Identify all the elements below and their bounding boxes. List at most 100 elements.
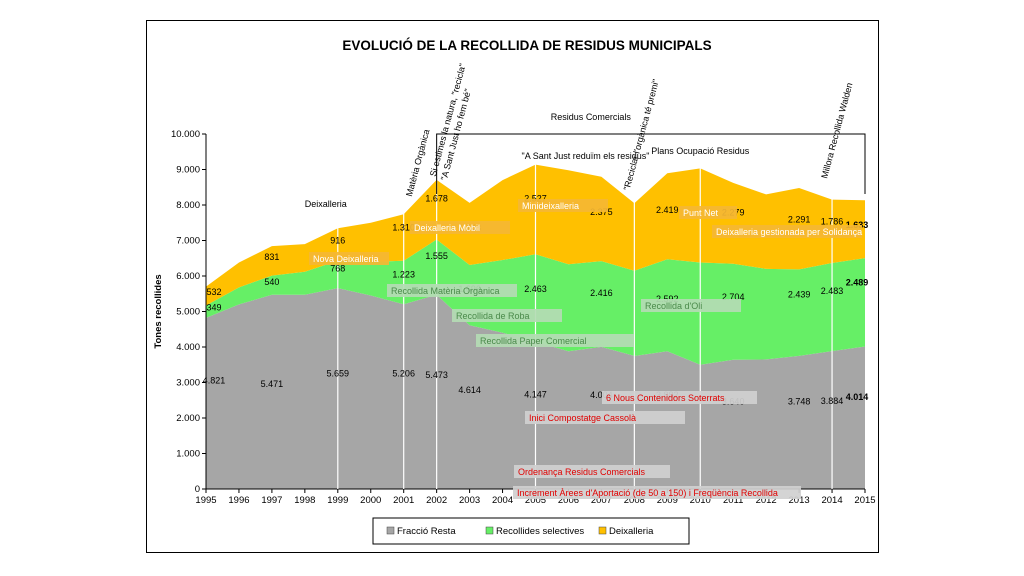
event-label-box: [410, 221, 510, 234]
event-label-box: [387, 284, 517, 297]
milestone-label: Millora Recollida Walden: [819, 82, 854, 180]
x-tick-label: 2002: [426, 495, 447, 506]
legend-box: [372, 517, 690, 545]
event-label-box: [309, 252, 389, 265]
data-label: 2.527: [524, 193, 547, 203]
y-tick-label: 0: [195, 484, 200, 495]
data-label: 1.555: [425, 251, 448, 261]
data-label: 3.884: [821, 396, 844, 406]
x-tick-label: 2004: [492, 495, 513, 506]
data-label: 2.463: [524, 284, 547, 294]
x-tick-label: 2011: [723, 495, 743, 506]
data-label: 768: [330, 263, 345, 273]
y-axis-label: Tones recollides: [153, 274, 164, 348]
x-tick-label: 2001: [393, 495, 414, 506]
x-tick-label: 2012: [756, 495, 777, 506]
event-label: 6 Nous Contenidors Soterrats: [606, 393, 725, 403]
data-label: 1.786: [821, 216, 844, 226]
data-label: 4.147: [524, 389, 547, 399]
data-label: 540: [264, 277, 279, 287]
event-label-box: [513, 486, 801, 499]
x-tick-label: 2007: [591, 495, 612, 506]
data-label: 1.223: [392, 269, 415, 279]
y-tick-label: 3.000: [176, 378, 200, 389]
event-label: Recollida Paper Comercial: [480, 336, 587, 346]
milestone-label: Plans Ocupació Residus: [651, 146, 750, 156]
x-tick-label: 2009: [657, 495, 678, 506]
data-label: 916: [330, 236, 345, 246]
period-bracket: [436, 133, 866, 194]
x-tick-label: 2003: [459, 495, 480, 506]
data-label: 2.419: [656, 205, 679, 215]
data-label: 1.310: [392, 223, 415, 233]
data-label: 1.678: [425, 194, 448, 204]
x-tick-label: 2000: [360, 495, 381, 506]
x-tick-label: 2013: [789, 495, 810, 506]
y-tick-label: 1.000: [176, 449, 200, 460]
data-label: 5.206: [392, 369, 415, 379]
event-label-box: [525, 411, 685, 424]
milestone-label: Matèria Orgànica: [404, 128, 432, 197]
data-label: 831: [264, 252, 279, 262]
event-label-box: [476, 334, 634, 347]
x-tick-label: 1996: [228, 495, 249, 506]
legend-label: Fracció Resta: [397, 526, 456, 537]
data-label: 2.704: [722, 292, 745, 302]
event-label: Inici Compostatge Cassolà: [529, 413, 636, 423]
milestone-label: "Reciclar l'orgànica té premi": [622, 78, 661, 191]
data-label: 5.473: [425, 370, 448, 380]
data-label: 5.659: [327, 369, 350, 379]
event-label-box: [514, 465, 670, 478]
y-tick-label: 4.000: [176, 342, 200, 353]
y-tick-label: 10.000: [171, 129, 200, 140]
legend-swatch: [485, 526, 494, 535]
x-tick-label: 2008: [624, 495, 645, 506]
data-label: 3.748: [788, 396, 811, 406]
chart-frame: EVOLUCIÓ DE LA RECOLLIDA DE RESIDUS MUNI…: [146, 20, 879, 553]
y-tick-label: 9.000: [176, 165, 200, 176]
y-tick-label: 6.000: [176, 271, 200, 282]
legend-swatch: [598, 526, 607, 535]
milestone-label: Deixalleria: [305, 199, 347, 209]
y-tick-label: 7.000: [176, 236, 200, 247]
data-label: 4.014: [846, 392, 869, 402]
event-label-box: [679, 206, 737, 219]
legend: Fracció Resta Recollides selectives Deixal…: [372, 517, 690, 545]
legend-swatch: [386, 526, 395, 535]
event-label-box: [602, 391, 757, 404]
y-tick-label: 2.000: [176, 413, 200, 424]
event-label: Recollida Matèria Orgànica: [391, 286, 500, 296]
x-tick-label: 2010: [690, 495, 711, 506]
legend-label: Deixalleria: [609, 526, 654, 537]
event-label-box: [712, 225, 862, 238]
data-label: 2.416: [590, 288, 613, 298]
data-label: 2.439: [788, 290, 811, 300]
event-label-box: [452, 309, 562, 322]
data-label: 532: [206, 287, 221, 297]
event-label: Ordenança Residus Comercials: [518, 467, 646, 477]
x-tick-label: 1998: [294, 495, 315, 506]
event-label: Increment Àrees d'Aportació (de 50 a 150…: [517, 488, 778, 498]
event-label: Deixalleria Mòbil: [414, 223, 480, 233]
event-label: Punt Net: [683, 208, 719, 218]
event-label: Recollida de Roba: [456, 311, 530, 321]
x-tick-label: 2005: [525, 495, 546, 506]
event-label: Recollida d'Oli: [645, 301, 702, 311]
data-label: 5.471: [261, 379, 284, 389]
x-tick-label: 1999: [327, 495, 348, 506]
milestone-label: "A Sant Just reduïm els residus": [522, 151, 650, 161]
data-label: 2.489: [846, 277, 869, 287]
event-label: Deixalleria gestionada per Solidança: [716, 227, 862, 237]
event-label: Nova Deixalleria: [313, 254, 379, 264]
x-tick-label: 2015: [854, 495, 875, 506]
data-label: 2.483: [821, 286, 844, 296]
chart-title: EVOLUCIÓ DE LA RECOLLIDA DE RESIDUS MUNI…: [342, 38, 711, 53]
x-tick-label: 2006: [558, 495, 579, 506]
data-label: 349: [206, 303, 221, 313]
area-chart: EVOLUCIÓ DE LA RECOLLIDA DE RESIDUS MUNI…: [153, 38, 876, 545]
event-label-box: [641, 299, 741, 312]
data-label: 4.614: [458, 385, 481, 395]
y-tick-label: 5.000: [176, 307, 200, 318]
data-label: 2.291: [788, 215, 811, 225]
event-label-box: [518, 199, 608, 212]
